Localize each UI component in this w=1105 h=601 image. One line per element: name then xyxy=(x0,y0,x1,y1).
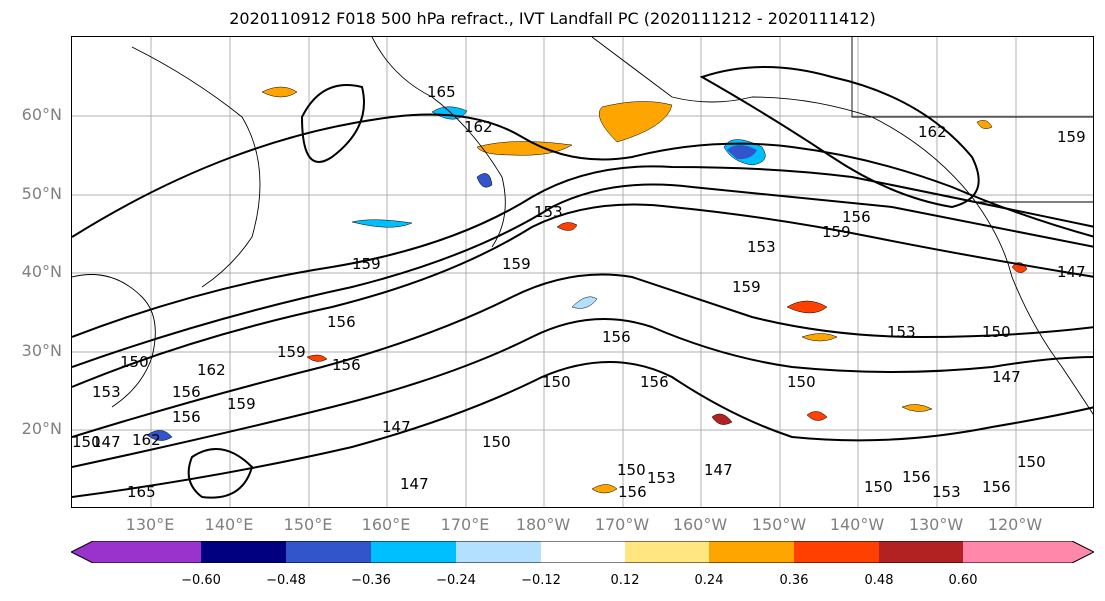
colorbar-segment xyxy=(71,541,201,563)
lon-label-160e: 160°E xyxy=(361,515,411,534)
colorbar-tick-label: 0.60 xyxy=(948,573,978,588)
colorbar-segment xyxy=(794,541,879,563)
colorbar-tick-label: 0.12 xyxy=(610,573,640,588)
colorbar-segment xyxy=(541,541,625,563)
contour-label: 159 xyxy=(502,255,531,273)
lat-label-20: 20°N xyxy=(21,419,62,438)
map-panel: 165 162 153 156 159 159 153 159 162 159 … xyxy=(71,36,1094,508)
lat-label-30: 30°N xyxy=(21,341,62,360)
lon-label-120w: 120°W xyxy=(987,515,1043,534)
lon-label-150w: 150°W xyxy=(751,515,807,534)
contour-label: 156 xyxy=(982,478,1011,496)
contour-label: 156 xyxy=(640,373,669,391)
contour-label: 162 xyxy=(464,118,493,136)
contour-label: 147 xyxy=(704,461,733,479)
contour-label: 156 xyxy=(618,483,647,501)
colorbar-tick-label: −0.48 xyxy=(266,573,306,588)
lon-label-130e: 130°E xyxy=(125,515,175,534)
contour-label: 156 xyxy=(842,208,871,226)
lat-label-60: 60°N xyxy=(21,105,62,124)
contour-label: 147 xyxy=(1057,263,1086,281)
contour-label: 159 xyxy=(822,223,851,241)
colorbar-tick-label: −0.12 xyxy=(521,573,561,588)
contour-label: 156 xyxy=(602,328,631,346)
lat-label-40: 40°N xyxy=(21,262,62,281)
colorbar-segment xyxy=(879,541,963,563)
lon-label-150e: 150°E xyxy=(283,515,333,534)
contour-label: 153 xyxy=(647,469,676,487)
gridlines xyxy=(72,37,1093,507)
colorbar-segment xyxy=(371,541,456,563)
contour-label: 147 xyxy=(992,368,1021,386)
contour-label: 156 xyxy=(327,313,356,331)
contour-label: 153 xyxy=(92,383,121,401)
contour-label: 156 xyxy=(332,356,361,374)
contour-label: 162 xyxy=(197,361,226,379)
contour-label: 150 xyxy=(982,323,1011,341)
contour-label: 165 xyxy=(427,83,456,101)
colorbar-segment xyxy=(625,541,709,563)
contour-label: 156 xyxy=(172,383,201,401)
contour-label: 150 xyxy=(1017,453,1046,471)
lon-label-160w: 160°W xyxy=(672,515,728,534)
contour-label: 153 xyxy=(747,238,776,256)
contour-label: 165 xyxy=(127,483,156,501)
lon-label-170e: 170°E xyxy=(440,515,490,534)
colorbar-tick-label: 0.36 xyxy=(779,573,809,588)
contour-label: 156 xyxy=(902,468,931,486)
coastlines xyxy=(72,37,1093,415)
contour-label: 147 xyxy=(92,433,121,451)
contour-labels: 165 162 153 156 159 159 153 159 162 159 … xyxy=(72,83,1086,501)
contour-label: 150 xyxy=(72,433,101,451)
contour-label: 147 xyxy=(382,418,411,436)
refractivity-contours xyxy=(72,66,1093,499)
colorbar-segment xyxy=(286,541,371,563)
colorbar xyxy=(71,541,1094,563)
colorbar-tick-label: 0.24 xyxy=(694,573,724,588)
contour-label: 150 xyxy=(617,461,646,479)
lon-label-180w: 180°W xyxy=(515,515,571,534)
contour-label: 159 xyxy=(1057,128,1086,146)
map-canvas: 165 162 153 156 159 159 153 159 162 159 … xyxy=(72,37,1093,507)
colorbar-tick-label: −0.36 xyxy=(351,573,391,588)
lon-label-140e: 140°E xyxy=(204,515,254,534)
map-title: 2020110912 F018 500 hPa refract., IVT La… xyxy=(229,9,876,28)
contour-label: 150 xyxy=(120,353,149,371)
contour-label: 162 xyxy=(132,431,161,449)
contour-label: 150 xyxy=(864,478,893,496)
contour-label: 162 xyxy=(918,123,947,141)
contour-label: 159 xyxy=(732,278,761,296)
contour-label: 150 xyxy=(482,433,511,451)
colorbar-segment xyxy=(963,541,1094,563)
contour-label: 159 xyxy=(352,255,381,273)
colorbar-tick-label: 0.48 xyxy=(864,573,894,588)
colorbar-tick-label: −0.24 xyxy=(436,573,476,588)
contour-label: 156 xyxy=(172,408,201,426)
colorbar-segment xyxy=(201,541,286,563)
lon-label-130w: 130°W xyxy=(908,515,964,534)
lat-label-50: 50°N xyxy=(21,184,62,203)
colorbar-segment xyxy=(456,541,541,563)
contour-label: 147 xyxy=(400,475,429,493)
contour-label: 153 xyxy=(534,203,563,221)
contour-label: 150 xyxy=(787,373,816,391)
contour-label: 159 xyxy=(227,395,256,413)
contour-label: 153 xyxy=(887,323,916,341)
anomaly-fills xyxy=(146,86,1028,494)
colorbar-tick-label: −0.60 xyxy=(181,573,221,588)
contour-label: 150 xyxy=(542,373,571,391)
contour-label: 153 xyxy=(932,483,961,501)
colorbar-segment xyxy=(709,541,794,563)
contour-label: 159 xyxy=(277,343,306,361)
lon-label-140w: 140°W xyxy=(829,515,885,534)
lon-label-170w: 170°W xyxy=(594,515,650,534)
